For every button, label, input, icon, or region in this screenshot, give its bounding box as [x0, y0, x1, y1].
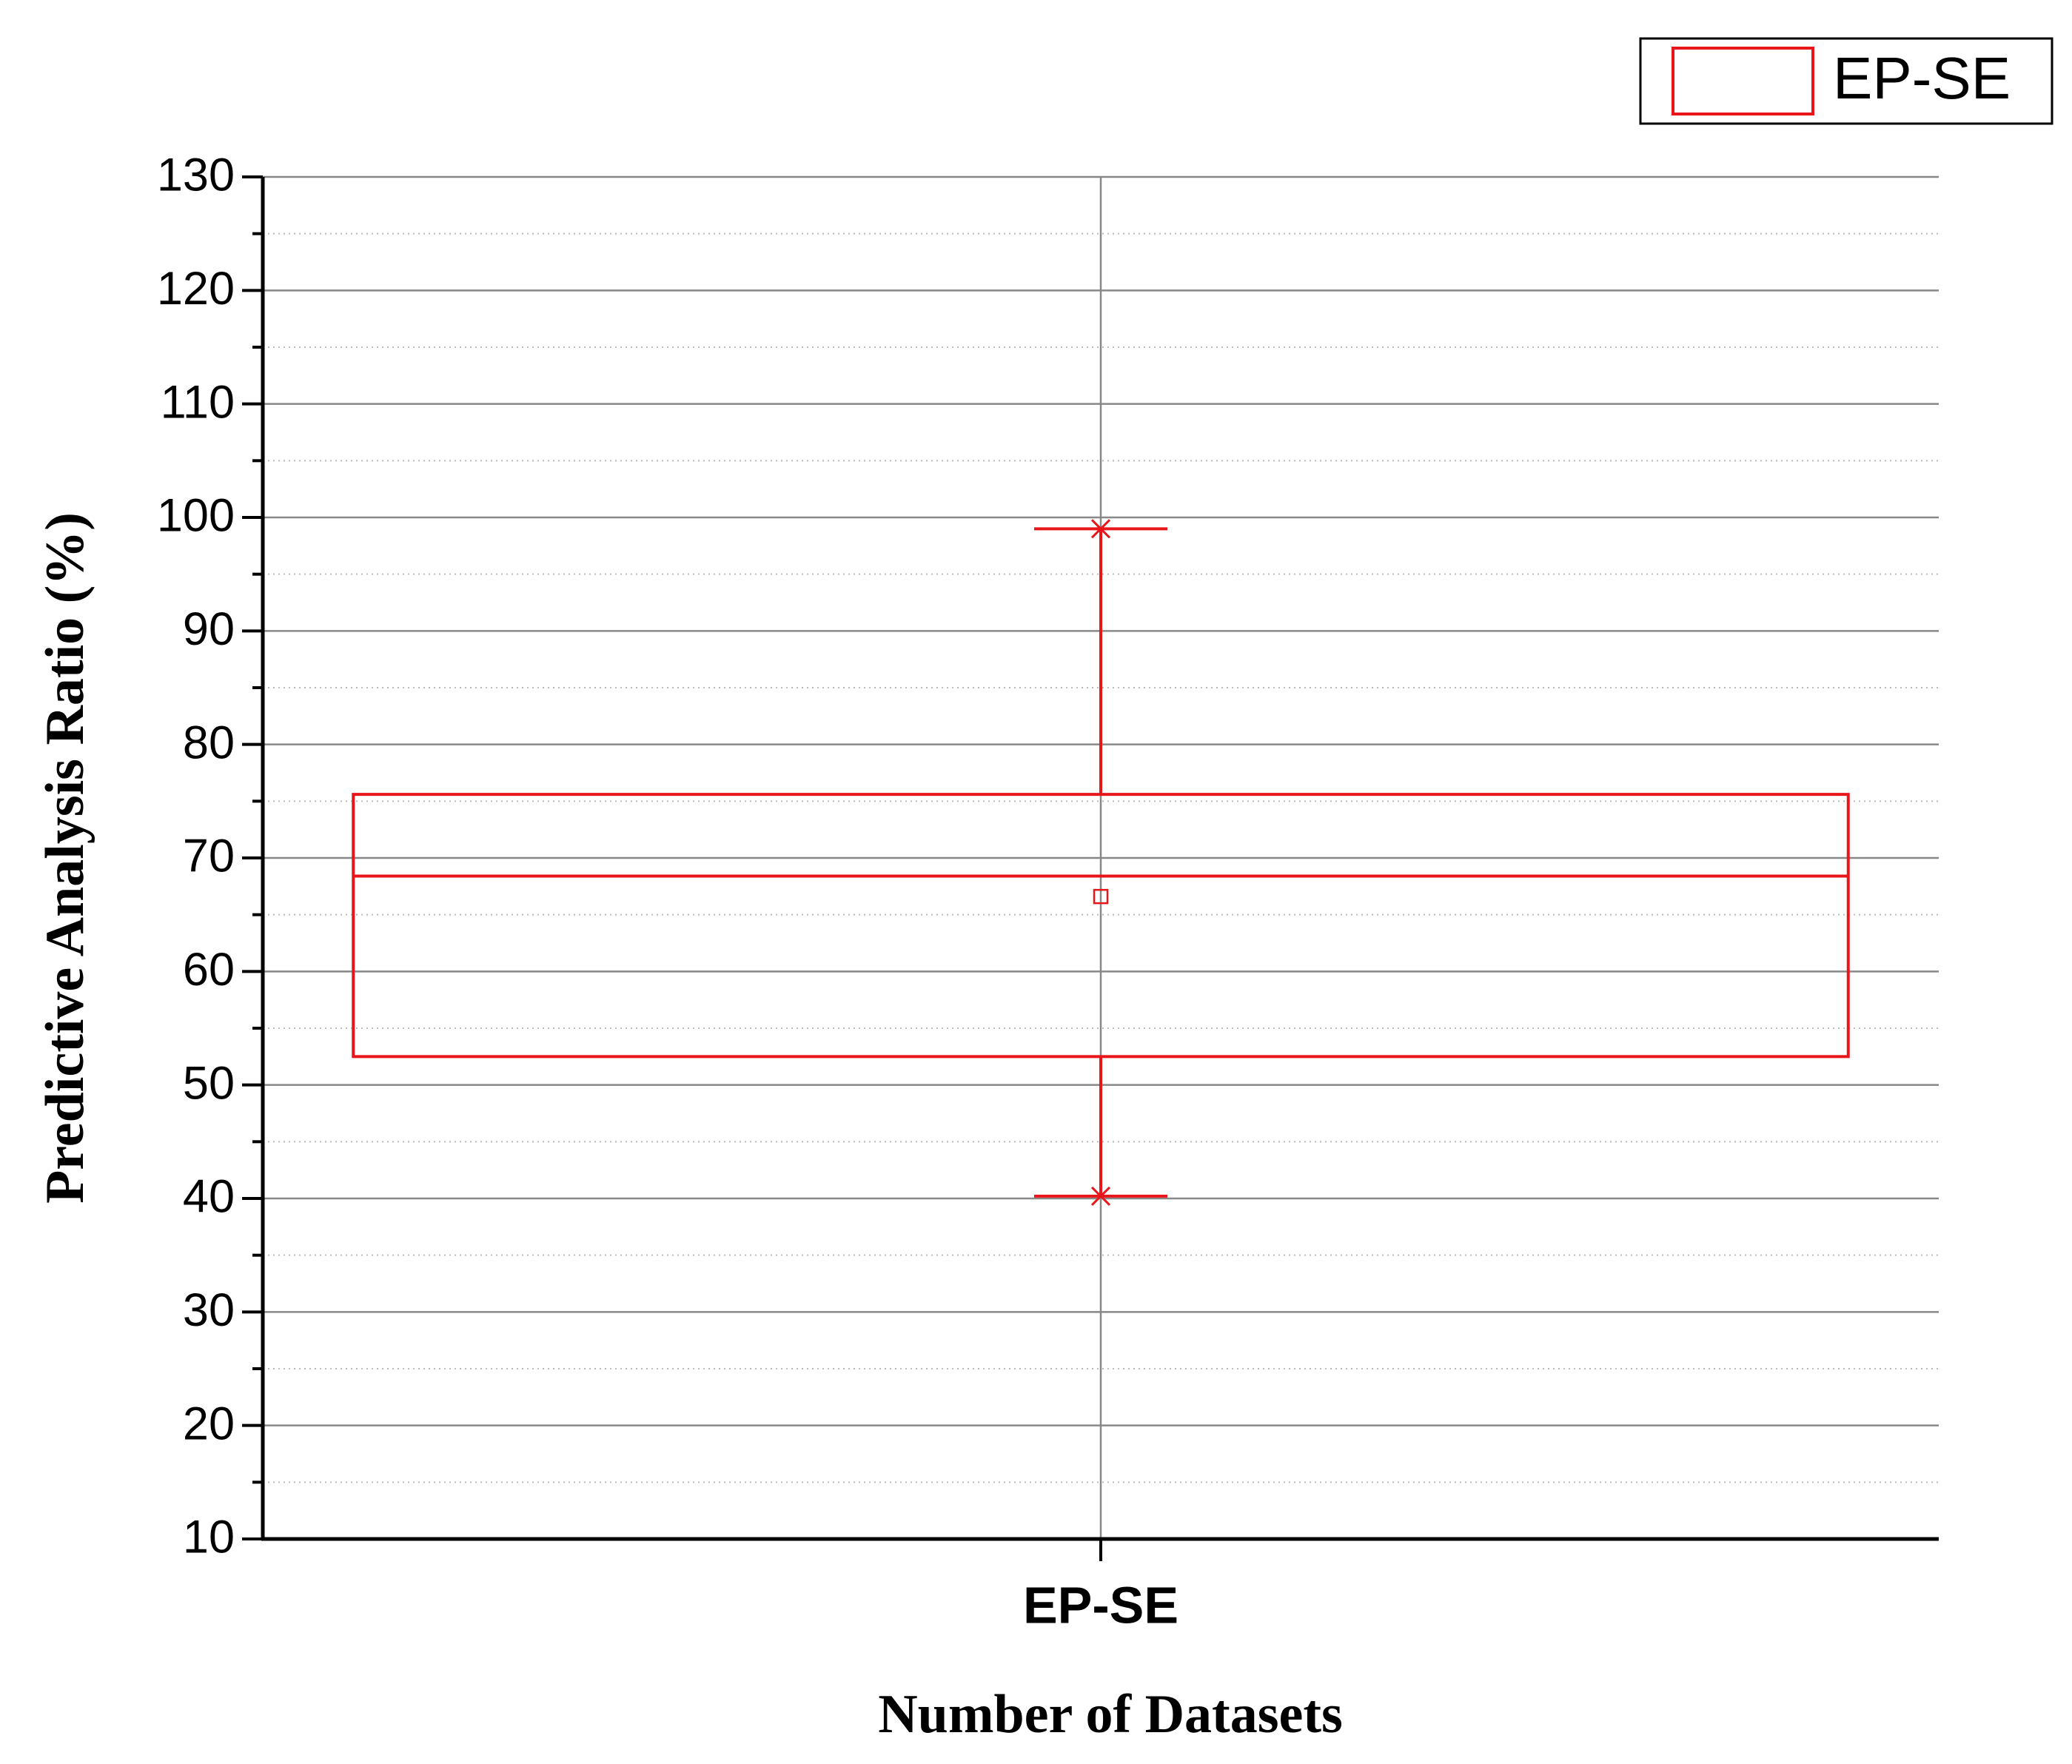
legend-label: EP-SE	[1833, 45, 2011, 111]
x-axis-title: Number of Datasets	[878, 1684, 1343, 1745]
y-tick-label: 10	[183, 1512, 235, 1563]
legend-frame	[1639, 37, 2053, 125]
extreme-marker	[1090, 519, 1111, 539]
y-tick-label: 40	[183, 1171, 235, 1223]
y-tick-label: 120	[157, 263, 235, 315]
y-tick-label: 130	[157, 150, 235, 201]
legend-swatch	[1672, 47, 1814, 115]
y-axis-title: Predictive Analysis Ratio (%)	[35, 512, 95, 1204]
box	[352, 793, 1850, 1059]
y-tick-label: 80	[183, 717, 235, 768]
y-tick-label: 70	[183, 831, 235, 882]
y-tick-label: 50	[183, 1057, 235, 1109]
mean-marker	[1093, 888, 1109, 905]
y-tick-label: 100	[157, 490, 235, 542]
y-tick-label: 110	[161, 376, 235, 428]
y-tick-label: 90	[183, 603, 235, 655]
y-tick-label: 20	[183, 1398, 235, 1449]
x-tick-label: EP-SE	[1023, 1576, 1179, 1634]
y-tick-label: 30	[183, 1284, 235, 1336]
y-tick-label: 60	[183, 944, 235, 996]
extreme-marker	[1090, 1186, 1111, 1206]
